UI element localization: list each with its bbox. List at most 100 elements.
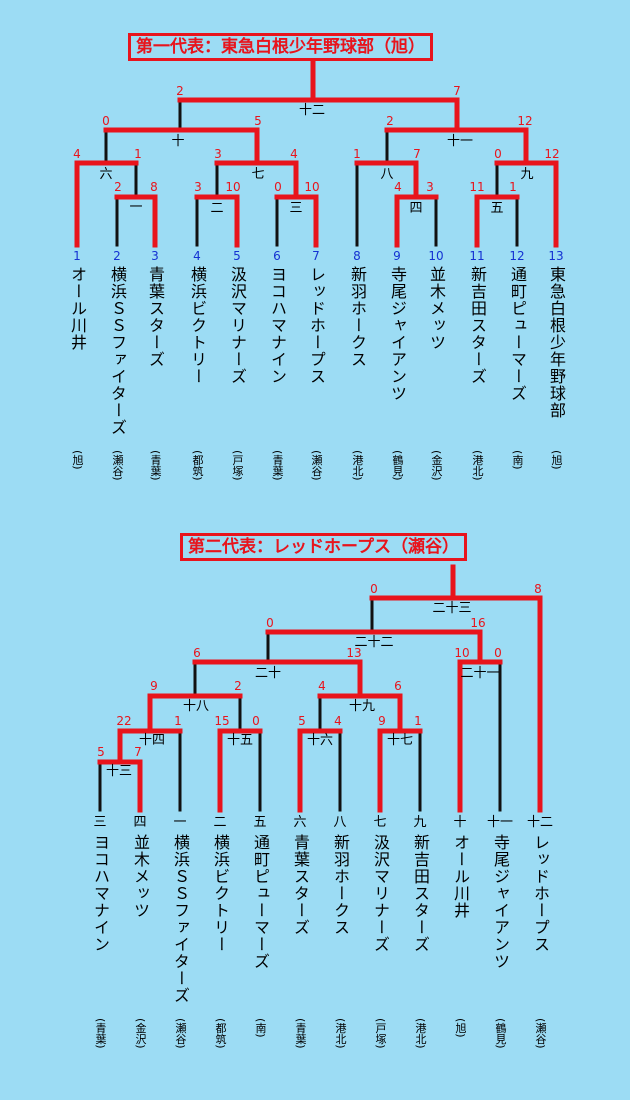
seed-number: 3 — [151, 249, 159, 263]
score-label: 7 — [134, 745, 142, 759]
game-number: 十二 — [299, 103, 325, 118]
score-label: 5 — [254, 114, 262, 128]
game-number: 十九 — [349, 699, 375, 714]
game-number: 二 — [210, 201, 223, 216]
score-label: 6 — [193, 646, 201, 660]
team-affiliation: (鶴見) — [391, 450, 404, 481]
score-label: 0 — [274, 180, 282, 194]
score-label: 2 — [114, 180, 122, 194]
score-label: 4 — [334, 714, 342, 728]
score-label: 6 — [394, 679, 402, 693]
team-affiliation: (戸塚) — [231, 450, 244, 481]
game-number: 十五 — [227, 733, 253, 748]
team-affiliation: (旭) — [71, 450, 84, 470]
score-label: 3 — [214, 147, 222, 161]
bracket1-title: 第一代表：東急白根少年野球部（旭） — [128, 33, 433, 61]
game-number: 二十一 — [460, 666, 499, 681]
seed-number: 9 — [393, 249, 401, 263]
team-affiliation: (港北) — [471, 450, 484, 481]
seed-number: 5 — [233, 249, 241, 263]
score-label: 3 — [194, 180, 202, 194]
team-name: 青葉スターズ — [291, 834, 310, 936]
score-label: 5 — [298, 714, 306, 728]
team-affiliation: (瀬谷) — [534, 1018, 547, 1049]
team-name: 青葉スターズ — [146, 266, 165, 368]
team-name: 通町ピューマーズ — [508, 266, 527, 402]
score-label: 4 — [394, 180, 402, 194]
team-name: 新吉田スターズ — [468, 266, 487, 385]
team-number: 十 — [453, 815, 466, 830]
game-number: 十八 — [183, 699, 209, 714]
team-name: オール川井 — [451, 834, 470, 919]
score-label: 9 — [378, 714, 386, 728]
team-affiliation: (旭) — [454, 1018, 467, 1038]
team-name: 横浜ＳＳファイターズ — [108, 266, 127, 436]
team-name: 汲沢マリナーズ — [371, 834, 390, 953]
seed-number: 10 — [428, 249, 443, 263]
score-label: 12 — [544, 147, 559, 161]
team-affiliation: (南) — [254, 1018, 267, 1038]
score-label: 12 — [517, 114, 532, 128]
game-number: 八 — [380, 167, 393, 182]
game-number: 十七 — [387, 733, 413, 748]
game-number: 五 — [490, 201, 503, 216]
team-affiliation: (鶴見) — [494, 1018, 507, 1049]
game-number: 七 — [251, 167, 264, 182]
score-label: 1 — [509, 180, 517, 194]
team-number: 三 — [93, 815, 106, 830]
team-number: 十二 — [527, 815, 553, 830]
score-label: 7 — [413, 147, 421, 161]
score-label: 10 — [454, 646, 469, 660]
team-name: 寺尾ジャイアンツ — [388, 266, 407, 402]
team-name: 汲沢マリナーズ — [228, 266, 247, 385]
score-label: 0 — [370, 582, 378, 596]
score-label: 10 — [304, 180, 319, 194]
team-name: 横浜ＳＳファイターズ — [171, 834, 190, 1004]
team-number: 七 — [373, 815, 386, 830]
team-number: 六 — [293, 815, 306, 830]
seed-number: 7 — [312, 249, 320, 263]
team-affiliation: (港北) — [334, 1018, 347, 1049]
seed-number: 1 — [73, 249, 81, 263]
team-number: 九 — [413, 815, 426, 830]
team-name: レッドホープス — [531, 834, 550, 953]
score-label: 1 — [134, 147, 142, 161]
team-affiliation: (青葉) — [271, 450, 284, 481]
team-affiliation: (金沢) — [430, 450, 443, 481]
team-name: レッドホープス — [307, 266, 326, 385]
seed-number: 11 — [469, 249, 484, 263]
team-number: 二 — [213, 815, 226, 830]
team-name: オール川井 — [68, 266, 87, 351]
score-label: 1 — [174, 714, 182, 728]
score-label: 9 — [150, 679, 158, 693]
team-name: ヨコハマナイン — [268, 266, 287, 385]
team-name: 東急白根少年野球部 — [547, 266, 566, 419]
score-label: 15 — [214, 714, 229, 728]
score-label: 0 — [494, 147, 502, 161]
seed-number: 13 — [548, 249, 563, 263]
score-label: 2 — [176, 84, 184, 98]
score-label: 4 — [73, 147, 81, 161]
game-number: 十三 — [106, 764, 132, 779]
game-number: 六 — [99, 167, 112, 182]
game-number: 一 — [129, 200, 142, 215]
score-label: 4 — [290, 147, 298, 161]
team-affiliation: (瀬谷) — [310, 450, 323, 481]
score-label: 7 — [453, 84, 461, 98]
score-label: 8 — [534, 582, 542, 596]
seed-number: 4 — [193, 249, 201, 263]
seed-number: 2 — [113, 249, 121, 263]
score-label: 10 — [225, 180, 240, 194]
team-name: ヨコハマナイン — [91, 834, 110, 953]
team-affiliation: (戸塚) — [374, 1018, 387, 1049]
team-affiliation: (都筑) — [191, 450, 204, 481]
score-label: 8 — [150, 180, 158, 194]
game-number: 十一 — [447, 134, 473, 149]
score-label: 0 — [266, 616, 274, 630]
team-name: 通町ピューマーズ — [251, 834, 270, 970]
score-label: 4 — [318, 679, 326, 693]
game-number: 二十 — [255, 666, 281, 681]
team-name: 新吉田スターズ — [411, 834, 430, 953]
seed-number: 12 — [509, 249, 524, 263]
